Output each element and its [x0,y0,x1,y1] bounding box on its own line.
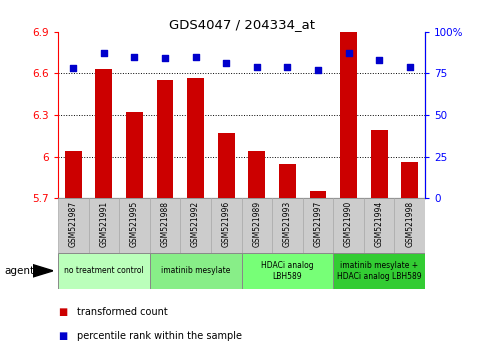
Text: HDACi analog
LBH589: HDACi analog LBH589 [261,261,313,280]
Bar [58,198,88,253]
Bar [333,198,364,253]
Bar [58,253,150,289]
Bar [119,198,150,253]
Bar [218,133,235,198]
Point [406,64,413,70]
Text: GSM521996: GSM521996 [222,201,231,247]
Bar [279,164,296,198]
Text: imatinib mesylate +
HDACi analog LBH589: imatinib mesylate + HDACi analog LBH589 [337,261,422,280]
Bar [156,80,173,198]
Text: ■: ■ [58,307,67,316]
Polygon shape [33,264,53,277]
Title: GDS4047 / 204334_at: GDS4047 / 204334_at [169,18,314,31]
Bar [88,198,119,253]
Text: GSM521990: GSM521990 [344,201,353,247]
Bar [96,69,112,198]
Text: GSM521987: GSM521987 [69,201,78,247]
Bar [242,198,272,253]
Point [314,67,322,73]
Bar [333,253,425,289]
Point [253,64,261,70]
Bar [364,198,395,253]
Bar [242,253,333,289]
Bar [65,151,82,198]
Bar [303,198,333,253]
Bar [371,130,387,198]
Text: imatinib mesylate: imatinib mesylate [161,266,230,275]
Text: GSM521991: GSM521991 [99,201,108,247]
Text: agent: agent [5,266,35,276]
Text: ■: ■ [58,331,67,341]
Bar [310,191,327,198]
Point [100,51,108,56]
Bar [248,151,265,198]
Text: GSM521998: GSM521998 [405,201,414,247]
Bar [340,32,357,198]
Text: GSM521988: GSM521988 [160,201,170,247]
Text: GSM521993: GSM521993 [283,201,292,247]
Bar [395,198,425,253]
Point [222,61,230,66]
Text: transformed count: transformed count [77,307,168,316]
Bar [126,112,143,198]
Bar [187,78,204,198]
Text: no treatment control: no treatment control [64,266,144,275]
Text: GSM521992: GSM521992 [191,201,200,247]
Bar [180,198,211,253]
Point [161,56,169,61]
Bar [150,253,242,289]
Text: percentile rank within the sample: percentile rank within the sample [77,331,242,341]
Bar [211,198,242,253]
Bar [150,198,180,253]
Point [130,54,138,59]
Text: GSM521995: GSM521995 [130,201,139,247]
Bar [272,198,303,253]
Text: GSM521989: GSM521989 [252,201,261,247]
Text: GSM521994: GSM521994 [375,201,384,247]
Point [375,57,383,63]
Point [284,64,291,70]
Point [345,51,353,56]
Bar [401,162,418,198]
Text: GSM521997: GSM521997 [313,201,323,247]
Point [192,54,199,59]
Point [70,65,77,71]
